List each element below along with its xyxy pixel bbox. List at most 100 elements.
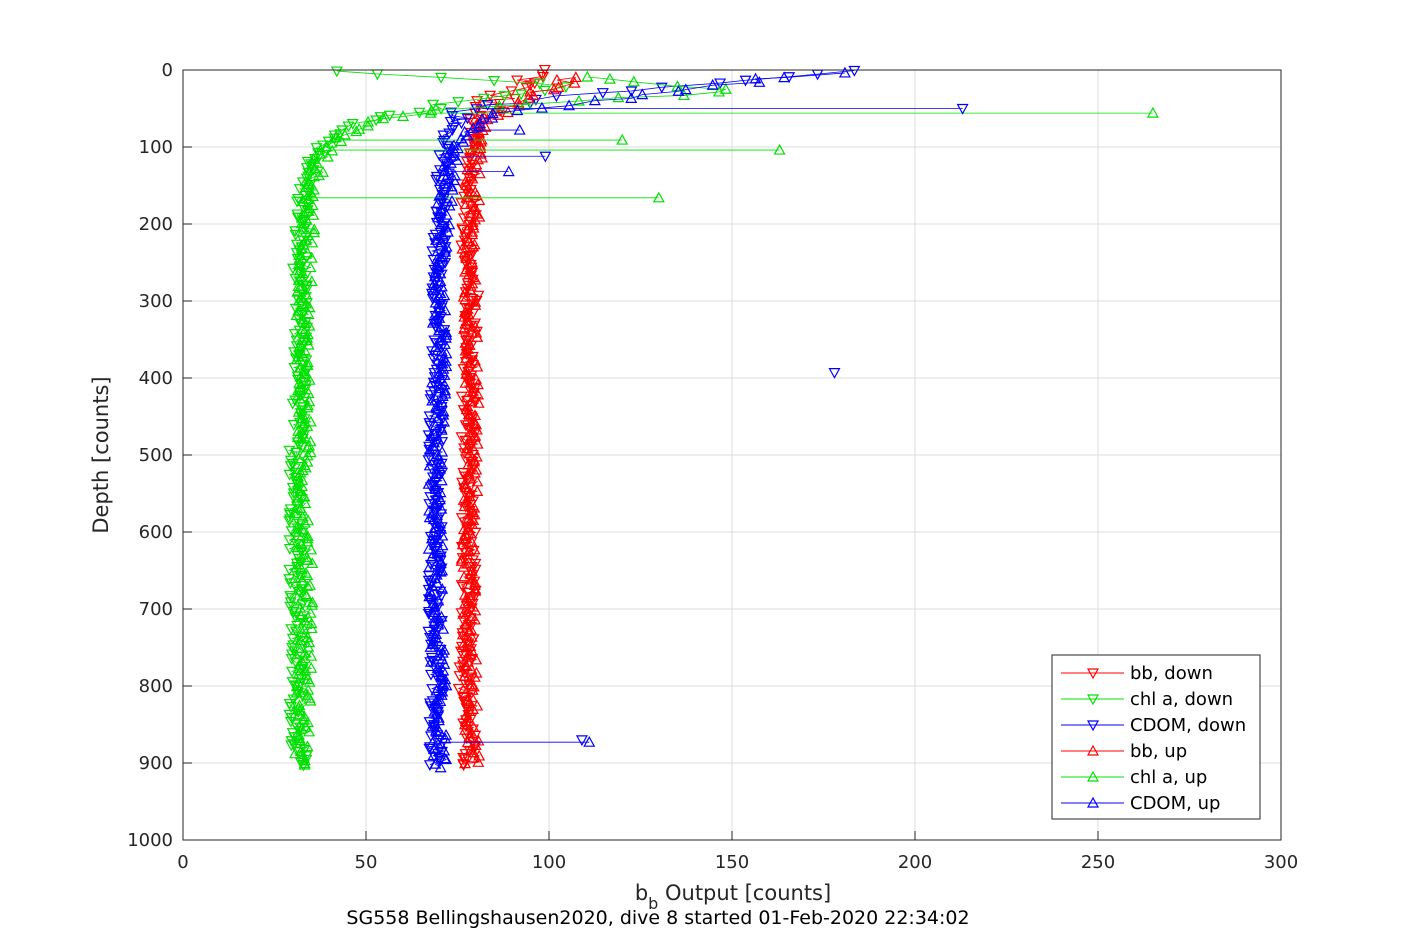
data-point: [436, 216, 449, 228]
data-point: [296, 427, 309, 439]
data-point: [304, 435, 317, 447]
data-point: [437, 138, 450, 149]
data-point: [471, 699, 484, 711]
data-point: [289, 719, 302, 731]
data-point: [451, 154, 464, 165]
data-point: [292, 294, 305, 306]
y-tick-label: 700: [139, 599, 173, 620]
data-point: [442, 143, 455, 155]
data-point: [306, 557, 319, 569]
legend-label: chl a, up: [1130, 767, 1207, 788]
data-point: [456, 628, 469, 640]
data-point: [463, 489, 476, 501]
data-point: [431, 496, 444, 507]
data-point: [477, 93, 490, 105]
data-point: [423, 560, 436, 572]
data-point: [305, 543, 318, 555]
series-chl-a-up: [289, 70, 1159, 770]
data-point: [467, 514, 480, 525]
data-point: [304, 261, 317, 273]
data-point: [429, 307, 442, 319]
data-point: [435, 423, 448, 435]
data-point: [425, 588, 438, 600]
data-point: [427, 439, 440, 451]
data-point: [434, 372, 447, 384]
data-point: [335, 135, 348, 147]
data-point: [427, 743, 440, 754]
legend-box: [1051, 654, 1261, 820]
data-point: [468, 430, 481, 442]
data-point: [294, 609, 308, 621]
outlier-point: [575, 735, 588, 747]
y-tick-label: 300: [139, 291, 173, 312]
outlier-point: [773, 143, 786, 155]
data-point: [430, 684, 443, 696]
data-point: [461, 347, 474, 359]
legend-label: bb, down: [1130, 663, 1213, 684]
data-point: [596, 88, 609, 99]
data-point: [300, 281, 313, 293]
data-point: [301, 529, 314, 541]
data-point: [466, 216, 479, 227]
data-point: [286, 633, 299, 645]
data-point: [291, 519, 304, 531]
data-point: [338, 128, 351, 140]
data-point: [330, 66, 343, 78]
data-point: [459, 317, 472, 329]
data-point: [316, 165, 329, 177]
data-point: [285, 740, 298, 752]
data-point: [353, 123, 366, 134]
data-point: [462, 181, 475, 193]
data-point: [292, 729, 305, 740]
data-point: [314, 147, 327, 159]
data-point: [430, 171, 443, 183]
data-point: [424, 394, 437, 406]
data-point: [456, 538, 469, 550]
data-point: [303, 675, 316, 687]
data-point: [432, 617, 445, 629]
data-point: [533, 79, 546, 90]
legend-marker: [1086, 770, 1100, 782]
data-point: [285, 666, 299, 678]
data-point: [838, 66, 851, 78]
data-point: [443, 199, 456, 211]
data-point: [455, 608, 468, 620]
data-point: [292, 253, 306, 265]
data-point: [433, 493, 447, 505]
data-point: [377, 112, 390, 124]
data-point: [427, 283, 440, 295]
data-point: [429, 603, 442, 615]
data-point: [627, 75, 640, 87]
x-tick-label: 0: [177, 852, 188, 873]
data-point: [572, 94, 585, 106]
data-point: [298, 646, 311, 658]
data-point: [435, 103, 448, 115]
data-point: [432, 714, 445, 726]
data-point: [456, 477, 469, 489]
data-point: [361, 119, 375, 131]
outlier-point: [1146, 106, 1159, 118]
data-point: [463, 357, 476, 368]
data-point: [467, 680, 480, 692]
data-point: [290, 335, 303, 347]
data-point: [303, 202, 316, 213]
data-point: [460, 699, 473, 711]
data-point: [292, 470, 305, 482]
data-point: [462, 235, 475, 247]
data-point: [458, 670, 471, 681]
data-point: [434, 565, 447, 577]
outlier-point: [539, 151, 552, 163]
data-point: [466, 225, 479, 237]
data-point: [459, 352, 472, 364]
data-point: [294, 261, 307, 273]
data-point: [306, 236, 319, 248]
legend-marker: [1086, 694, 1100, 706]
legend-entry: CDOM, up: [1061, 793, 1220, 814]
data-point: [346, 119, 359, 130]
data-point: [468, 453, 481, 465]
data-point: [466, 508, 479, 520]
data-point: [444, 157, 457, 168]
data-point: [431, 698, 444, 710]
data-point: [431, 662, 444, 673]
data-point: [428, 470, 441, 482]
